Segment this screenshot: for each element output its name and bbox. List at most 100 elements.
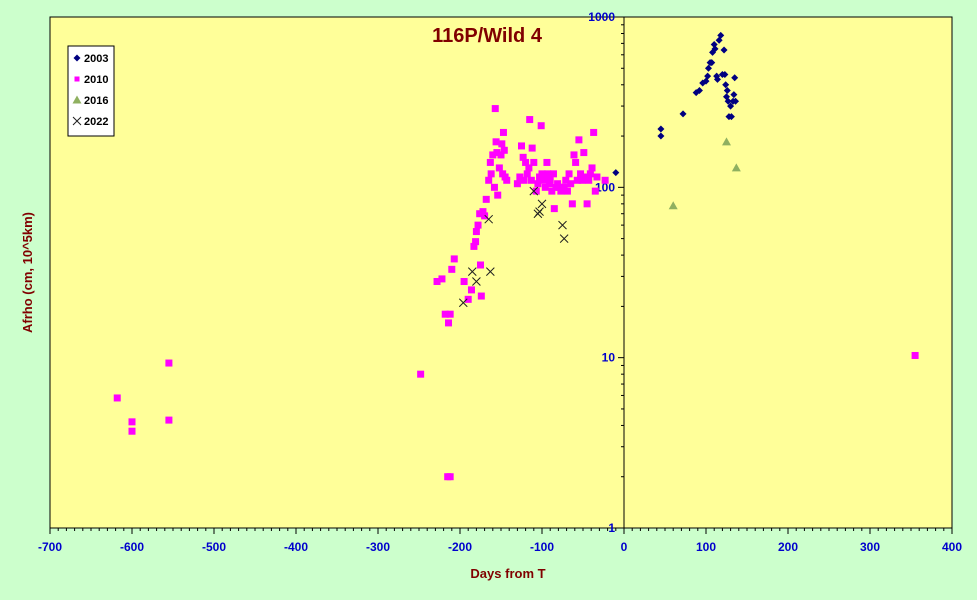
- data-point-2010: [433, 278, 441, 286]
- data-point-2010: [538, 170, 546, 178]
- data-point-2010: [550, 205, 558, 213]
- legend: 2003 2010 2016 2022: [67, 45, 115, 137]
- data-point-2010: [472, 238, 480, 246]
- data-point-2003: [727, 113, 735, 121]
- x-tick-label: -500: [202, 540, 226, 554]
- legend-label: 2010: [84, 74, 108, 86]
- data-point-2010: [554, 180, 562, 188]
- data-point-2010: [128, 427, 136, 435]
- data-point-2010: [546, 176, 554, 184]
- data-point-2010: [445, 319, 453, 327]
- data-point-2010: [485, 176, 493, 184]
- data-point-2022: [484, 214, 494, 224]
- x-tick-label: 200: [778, 540, 798, 554]
- data-point-2003: [679, 110, 687, 118]
- data-point-2010: [165, 359, 173, 367]
- data-point-2010: [491, 105, 499, 113]
- x-tick-label: -100: [530, 540, 554, 554]
- plot-area: [49, 16, 953, 529]
- x-tick-label: -200: [448, 540, 472, 554]
- data-point-2003: [731, 74, 739, 82]
- legend-item-2022: 2022: [72, 116, 108, 128]
- data-point-2010: [525, 164, 533, 172]
- x-tick-label: -700: [38, 540, 62, 554]
- data-point-2003: [727, 102, 735, 110]
- data-point-2003: [724, 97, 732, 105]
- data-point-2010: [572, 158, 580, 166]
- legend-marker: [74, 76, 80, 82]
- data-point-2003: [732, 97, 740, 105]
- data-point-2022: [472, 277, 481, 286]
- data-point-2010: [544, 170, 552, 178]
- data-point-2010: [549, 170, 557, 178]
- data-point-2010: [448, 265, 456, 273]
- data-point-2003: [657, 125, 665, 133]
- data-point-2010: [585, 176, 593, 184]
- data-point-2010: [489, 151, 497, 159]
- y-tick-label: 1000: [588, 10, 615, 24]
- data-point-2010: [482, 195, 490, 203]
- x-tick-label: -600: [120, 540, 144, 554]
- data-point-2010: [519, 153, 527, 161]
- data-point-2016: [668, 201, 678, 210]
- data-point-2010: [495, 164, 503, 172]
- x-axis-title: Days from T: [470, 566, 545, 581]
- data-point-2010: [460, 278, 468, 286]
- data-point-2022: [535, 207, 544, 216]
- legend-marker: [73, 54, 81, 62]
- data-point-2010: [527, 176, 535, 184]
- data-point-2003: [704, 64, 712, 72]
- data-point-2003: [711, 45, 719, 53]
- legend-marker: [72, 95, 82, 104]
- data-point-2010: [522, 158, 530, 166]
- data-point-2010: [486, 158, 494, 166]
- data-point-2003: [612, 169, 620, 177]
- data-point-2003: [720, 46, 728, 54]
- data-point-2010: [498, 140, 506, 148]
- data-point-2010: [534, 180, 542, 188]
- data-point-2010: [113, 394, 121, 402]
- data-point-2010: [568, 200, 576, 208]
- data-point-2022: [559, 234, 569, 243]
- data-point-2010: [438, 275, 446, 283]
- data-point-2022: [558, 220, 567, 230]
- data-point-2010: [474, 221, 482, 229]
- data-point-2010: [477, 261, 484, 269]
- legend-label: 2022: [84, 116, 108, 128]
- data-point-2010: [417, 370, 425, 378]
- data-point-2010: [590, 128, 598, 136]
- data-point-2010: [565, 170, 573, 178]
- data-point-2010: [562, 176, 570, 184]
- data-point-2003: [722, 81, 730, 89]
- data-point-2003: [713, 75, 721, 83]
- data-point-2010: [601, 176, 609, 184]
- x-tick-label: 300: [860, 540, 880, 554]
- data-point-2010: [165, 416, 173, 424]
- y-tick-label: 1: [608, 521, 615, 535]
- data-point-2010: [450, 255, 458, 263]
- data-point-2010: [573, 176, 581, 184]
- data-point-2010: [575, 136, 583, 144]
- data-point-2010: [518, 142, 525, 150]
- data-point-2016: [731, 163, 741, 172]
- data-point-2010: [481, 212, 489, 220]
- data-point-2010: [543, 158, 551, 166]
- legend-box: [67, 45, 115, 137]
- data-point-2010: [497, 151, 505, 159]
- chart-title: 116P/Wild 4: [432, 25, 543, 47]
- data-point-2010: [548, 187, 556, 195]
- data-point-2010: [540, 176, 548, 184]
- data-point-2010: [526, 116, 534, 124]
- x-tick-label: -400: [284, 540, 308, 554]
- data-point-2010: [128, 418, 136, 426]
- data-point-2010: [541, 183, 549, 191]
- x-tick-label: 400: [942, 540, 962, 554]
- legend-item-2003: 2003: [73, 53, 108, 65]
- data-point-2010: [520, 176, 528, 184]
- y-tick-label: 100: [595, 180, 615, 194]
- series-2022: [458, 186, 569, 308]
- data-point-2010: [530, 158, 538, 166]
- data-point-2010: [591, 187, 599, 195]
